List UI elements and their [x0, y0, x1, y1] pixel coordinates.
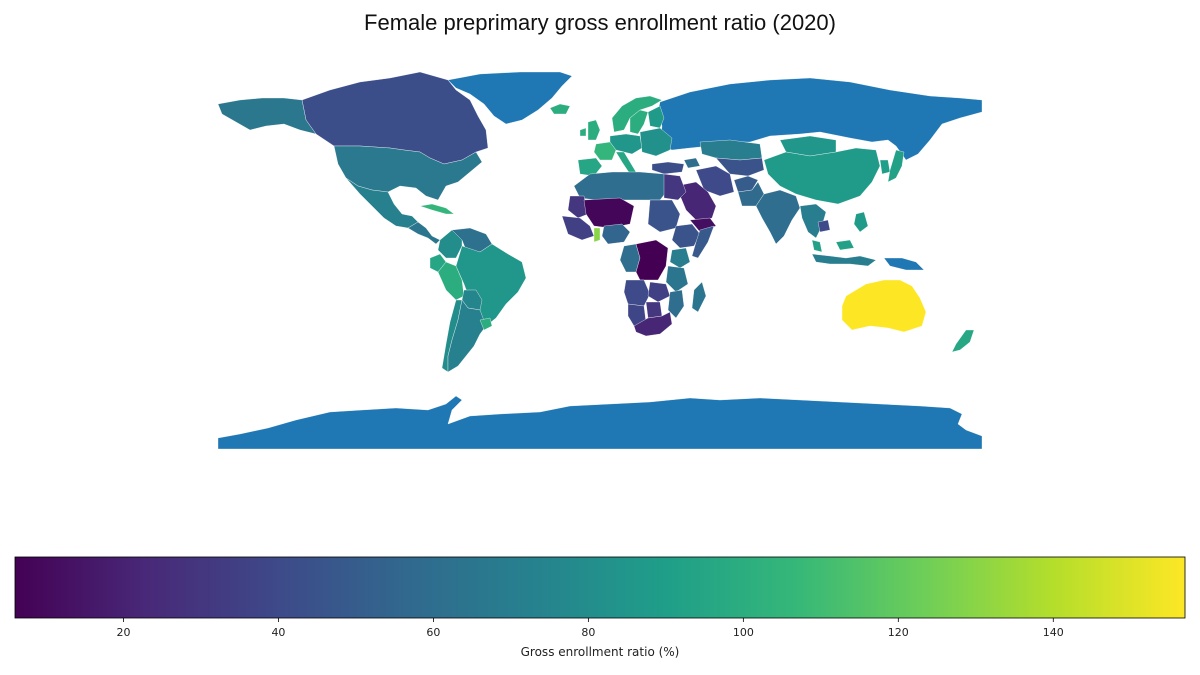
- region-uruguay[interactable]: [479, 317, 493, 331]
- region-ghana[interactable]: [593, 227, 601, 243]
- region-mozambique[interactable]: [667, 289, 685, 319]
- colorbar-ticks: 20 40 60 80 100 120 140: [116, 618, 1064, 639]
- region-caucasus[interactable]: [683, 157, 701, 169]
- region-italy[interactable]: [615, 151, 637, 175]
- region-central-europe[interactable]: [609, 133, 643, 155]
- region-peru[interactable]: [437, 261, 465, 301]
- region-united-kingdom[interactable]: [587, 119, 601, 141]
- region-madagascar[interactable]: [691, 281, 707, 313]
- region-mali-niger[interactable]: [583, 197, 635, 229]
- colorbar-tick-label: 100: [733, 626, 754, 639]
- region-zambia[interactable]: [647, 281, 671, 303]
- region-indonesia[interactable]: [811, 253, 877, 267]
- colorbar-tick-label: 140: [1043, 626, 1064, 639]
- region-sudan[interactable]: [647, 199, 681, 233]
- region-argentina[interactable]: [447, 299, 487, 373]
- colorbar: 20 40 60 80 100 120 140 Gross enrollment ratio…: [14, 556, 1186, 659]
- region-congo-gabon[interactable]: [619, 243, 641, 273]
- region-india[interactable]: [755, 189, 801, 245]
- colorbar-tick-label: 40: [271, 626, 285, 639]
- region-papua-new-guinea[interactable]: [883, 257, 925, 271]
- region-dr-congo[interactable]: [635, 239, 669, 281]
- colorbar-tick-label: 120: [888, 626, 909, 639]
- region-alaska[interactable]: [217, 97, 317, 135]
- region-kenya[interactable]: [669, 247, 691, 269]
- region-west-africa-coast[interactable]: [561, 215, 595, 241]
- region-korea[interactable]: [879, 159, 891, 175]
- colorbar-tick-label: 80: [581, 626, 595, 639]
- region-botswana[interactable]: [645, 301, 663, 319]
- region-philippines[interactable]: [853, 211, 869, 233]
- colorbar-tick-label: 20: [116, 626, 130, 639]
- region-cuba[interactable]: [419, 203, 455, 215]
- region-kazakhstan[interactable]: [699, 139, 763, 161]
- region-ireland[interactable]: [579, 127, 587, 137]
- region-north-africa[interactable]: [573, 171, 669, 201]
- region-sweden[interactable]: [629, 109, 649, 135]
- colorbar-fill: [15, 557, 1185, 618]
- region-nigeria[interactable]: [601, 223, 631, 245]
- region-tanzania[interactable]: [665, 265, 689, 293]
- region-norway[interactable]: [611, 95, 663, 133]
- region-iceland[interactable]: [549, 103, 571, 115]
- colorbar-label: Gross enrollment ratio (%): [521, 645, 680, 659]
- region-afghanistan[interactable]: [733, 175, 759, 193]
- region-eastern-europe[interactable]: [639, 127, 673, 157]
- colorbar-tick-label: 60: [426, 626, 440, 639]
- colorbar-frame: [14, 556, 1186, 619]
- region-finland[interactable]: [647, 105, 665, 129]
- map-regions: [217, 71, 983, 450]
- region-south-africa[interactable]: [633, 311, 673, 337]
- region-antarctica[interactable]: [217, 395, 983, 450]
- region-greenland[interactable]: [447, 71, 573, 125]
- region-egypt[interactable]: [663, 173, 687, 201]
- region-southeast-asia[interactable]: [799, 203, 827, 239]
- region-ethiopia[interactable]: [671, 223, 701, 249]
- region-mauritania[interactable]: [567, 195, 589, 219]
- region-australia[interactable]: [841, 279, 927, 333]
- map-title: Female preprimary gross enrollment ratio…: [364, 10, 836, 35]
- region-somalia[interactable]: [691, 225, 715, 259]
- region-china[interactable]: [763, 147, 881, 205]
- region-japan[interactable]: [887, 149, 905, 183]
- region-iberia[interactable]: [577, 157, 603, 177]
- region-central-asia[interactable]: [715, 157, 765, 177]
- region-turkey[interactable]: [651, 161, 685, 175]
- region-malaysia[interactable]: [811, 239, 855, 253]
- region-new-zealand[interactable]: [951, 329, 975, 353]
- region-yemen[interactable]: [689, 217, 717, 233]
- region-central-america[interactable]: [407, 221, 441, 245]
- region-cambodia[interactable]: [817, 219, 831, 233]
- region-mexico[interactable]: [345, 177, 419, 229]
